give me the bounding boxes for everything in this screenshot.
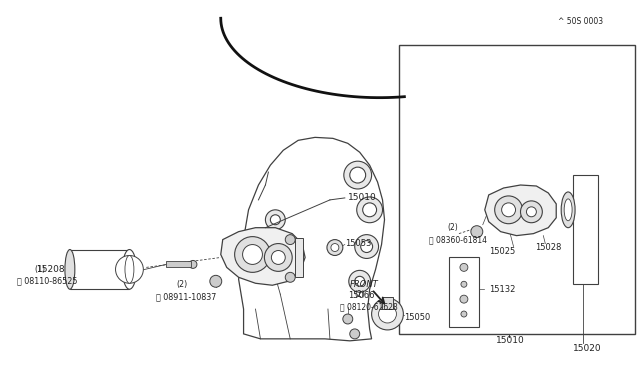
Circle shape [355,276,365,286]
Circle shape [461,311,467,317]
Text: (2): (2) [355,290,365,299]
Polygon shape [221,228,305,285]
Circle shape [461,281,467,287]
Circle shape [270,215,280,225]
Circle shape [363,203,376,217]
Text: (2): (2) [176,280,188,289]
Bar [70,250,129,289]
Ellipse shape [125,256,134,283]
Text: 15010: 15010 [495,336,524,345]
Circle shape [355,235,378,259]
Circle shape [327,240,343,256]
Text: 15025: 15025 [489,247,515,256]
Circle shape [266,210,285,230]
Text: Ⓑ 08110-86525: Ⓑ 08110-86525 [17,277,78,286]
Circle shape [350,329,360,339]
Text: 15050: 15050 [404,312,431,321]
Text: FRONT: FRONT [350,280,378,289]
Text: Ⓝ 08911-10837: Ⓝ 08911-10837 [156,293,216,302]
Circle shape [264,244,292,271]
Polygon shape [484,185,556,235]
Text: 15053: 15053 [345,239,371,248]
Text: 15208: 15208 [37,265,66,274]
Ellipse shape [564,199,572,221]
Circle shape [235,237,270,272]
Circle shape [331,244,339,251]
Ellipse shape [561,192,575,228]
Circle shape [350,167,365,183]
Text: Ⓑ 08120-61628: Ⓑ 08120-61628 [340,302,397,312]
Circle shape [460,295,468,303]
Circle shape [259,250,277,268]
Text: ^ 50S 0003: ^ 50S 0003 [558,17,604,26]
Circle shape [116,256,143,283]
Circle shape [264,256,273,263]
Bar [449,257,479,327]
Bar [166,262,191,267]
Text: 15020: 15020 [573,344,602,353]
Circle shape [372,298,403,330]
Circle shape [361,241,372,253]
Circle shape [271,250,285,264]
Circle shape [285,272,295,282]
Circle shape [344,161,372,189]
Circle shape [349,270,371,292]
Circle shape [527,207,536,217]
Text: Ⓢ 08360-61814: Ⓢ 08360-61814 [429,235,487,244]
Bar [399,45,635,334]
Text: 15132: 15132 [489,285,515,294]
Text: 15010: 15010 [348,193,376,202]
Circle shape [210,275,221,287]
Circle shape [502,203,516,217]
Ellipse shape [189,260,197,268]
Ellipse shape [122,250,136,289]
Circle shape [520,201,542,223]
Circle shape [285,235,295,244]
Circle shape [378,305,396,323]
Text: 15066: 15066 [348,291,374,300]
Text: 15028: 15028 [536,243,562,252]
Text: (2): (2) [447,223,458,232]
Bar [295,238,303,277]
Polygon shape [239,137,385,341]
Bar [381,297,394,309]
Circle shape [343,314,353,324]
Circle shape [495,196,522,224]
Circle shape [471,226,483,238]
Circle shape [356,197,383,223]
Circle shape [460,263,468,271]
Ellipse shape [65,250,75,289]
Bar [573,175,598,284]
Circle shape [243,244,262,264]
Text: (1): (1) [34,265,45,274]
